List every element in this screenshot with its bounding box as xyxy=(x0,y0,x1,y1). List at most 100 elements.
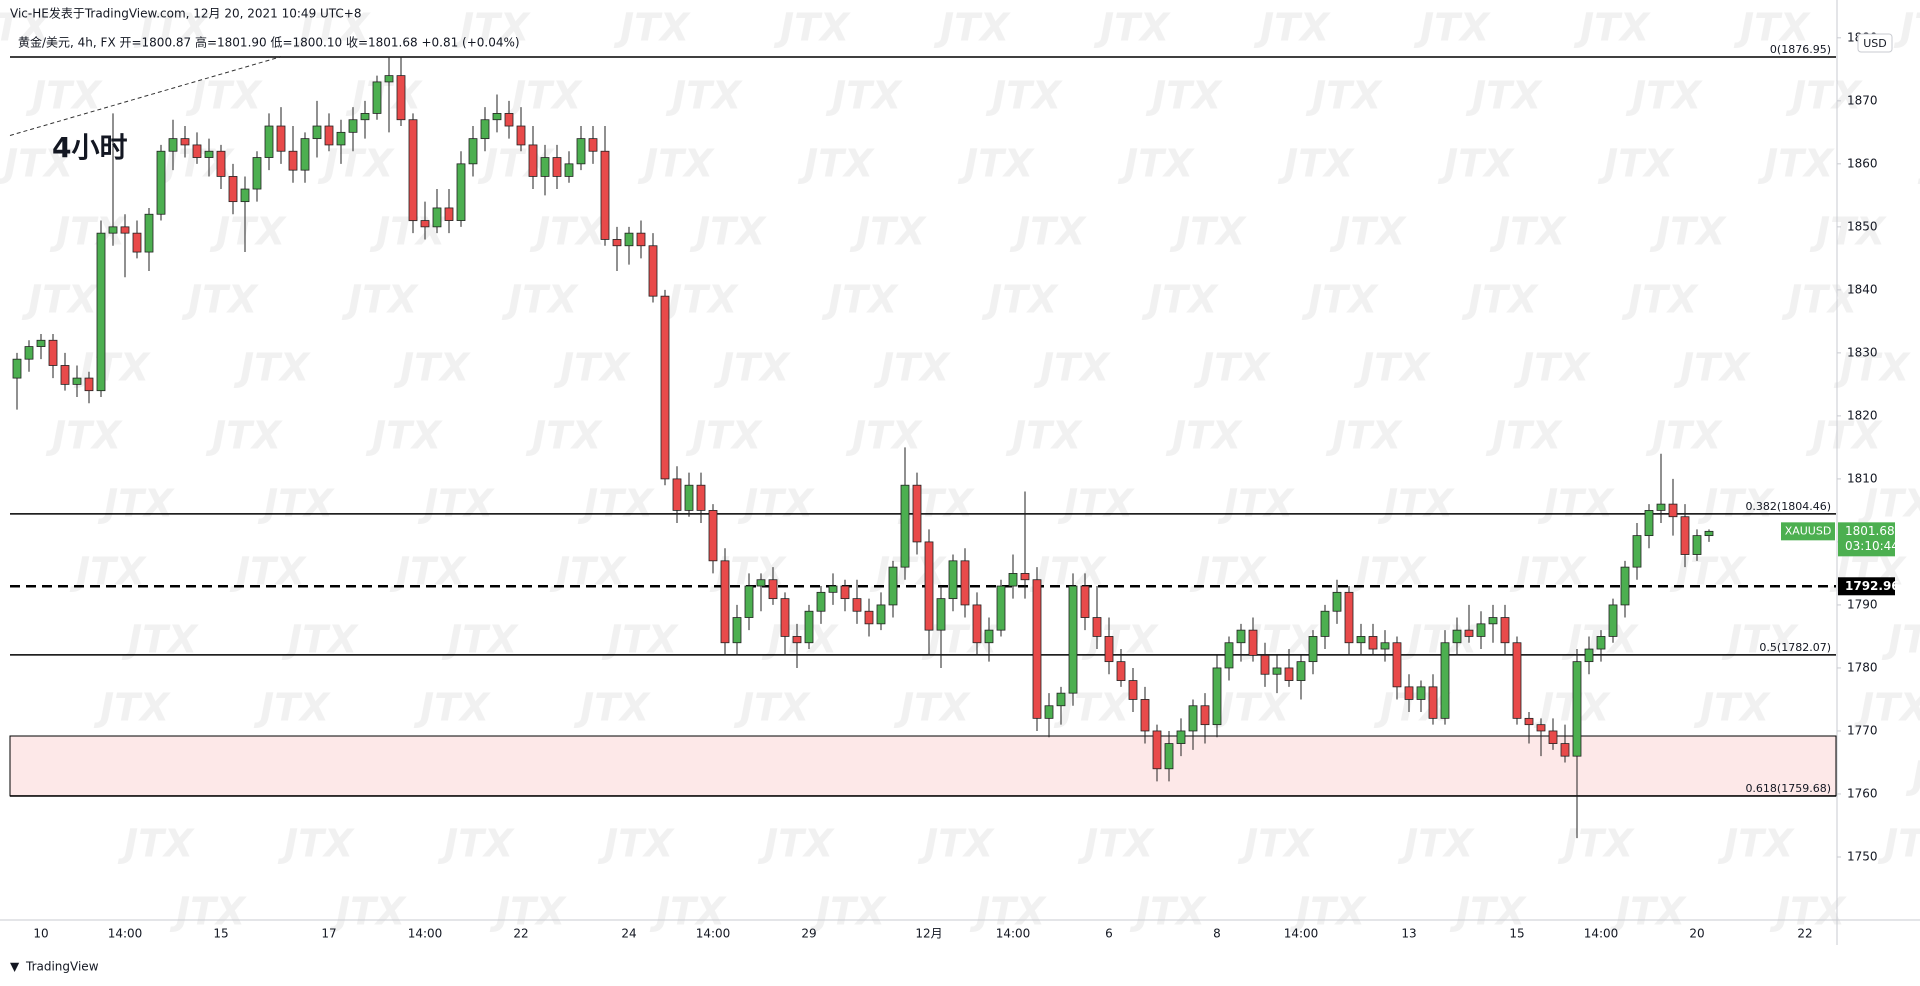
candle-body xyxy=(696,484,706,511)
watermark: JTX xyxy=(489,890,567,934)
candle-body xyxy=(168,138,178,152)
candle-body xyxy=(1236,629,1246,644)
candle-body xyxy=(1452,629,1462,644)
watermark: JTX xyxy=(1461,278,1539,322)
watermark: JTX xyxy=(1277,142,1355,186)
candle-body xyxy=(1296,661,1306,681)
watermark: JTX xyxy=(661,278,739,322)
candle-body xyxy=(1164,743,1174,770)
candle-body xyxy=(1548,730,1558,744)
watermark: JTX xyxy=(1573,6,1651,50)
candle-body xyxy=(1140,699,1150,732)
candle-body xyxy=(648,245,658,297)
x-tick-label: 29 xyxy=(801,927,816,941)
x-tick-label: 6 xyxy=(1105,927,1113,941)
candle-body xyxy=(708,510,718,562)
watermark: JTX xyxy=(917,822,995,866)
y-tick-label: 1830 xyxy=(1847,345,1878,359)
watermark: JTX xyxy=(1413,6,1491,50)
candle-body xyxy=(996,585,1006,631)
candle-body xyxy=(948,560,958,600)
candle-body xyxy=(48,339,58,366)
x-tick-label: 17 xyxy=(321,927,336,941)
x-tick-label: 14:00 xyxy=(408,927,443,941)
watermark: JTX xyxy=(1785,74,1863,118)
candle-body xyxy=(216,150,226,177)
watermark: JTX xyxy=(821,278,899,322)
watermark: JTX xyxy=(957,142,1035,186)
watermark: JTX xyxy=(1437,142,1515,186)
watermark: JTX xyxy=(773,6,851,50)
watermark: JTX xyxy=(169,890,247,934)
y-tick-label: 1840 xyxy=(1847,282,1878,296)
watermark: JTX xyxy=(849,210,927,254)
watermark: JTX xyxy=(733,686,811,730)
candle-body xyxy=(1488,617,1498,625)
watermark: JTX xyxy=(1833,346,1911,390)
watermark: JTX xyxy=(969,890,1047,934)
candle-body xyxy=(1512,642,1522,719)
candle-body xyxy=(1284,667,1294,681)
watermark: JTX xyxy=(501,278,579,322)
currency: USD xyxy=(1863,37,1887,50)
watermark: JTX xyxy=(0,6,51,50)
watermark: JTX xyxy=(1397,822,1475,866)
candle-body xyxy=(312,125,322,140)
candle-body xyxy=(84,377,94,392)
watermark: JTX xyxy=(365,414,443,458)
watermark: JTX xyxy=(1117,142,1195,186)
candle-body xyxy=(1212,667,1222,726)
candle-body xyxy=(1116,661,1126,681)
candle-body xyxy=(432,207,442,228)
candle-body xyxy=(1128,680,1138,700)
y-tick-label: 1790 xyxy=(1847,597,1878,611)
y-tick-label: 1780 xyxy=(1847,660,1878,674)
candle-body xyxy=(180,138,190,146)
watermark: JTX xyxy=(1645,414,1723,458)
currency-badge[interactable] xyxy=(1857,33,1893,53)
watermark: JTX xyxy=(685,414,763,458)
watermark: JTX xyxy=(577,482,655,526)
watermark: JTX xyxy=(1881,618,1920,662)
candle-body xyxy=(1368,636,1378,650)
candle-body xyxy=(1620,566,1630,606)
annotation: 4小时 xyxy=(52,131,127,164)
candle-body xyxy=(72,377,82,385)
watermark: JTX xyxy=(1533,686,1611,730)
candle-body xyxy=(1560,743,1570,757)
watermark: JTX xyxy=(553,346,631,390)
candle-body xyxy=(1344,591,1354,644)
watermark: JTX xyxy=(25,74,103,118)
candle-body xyxy=(516,125,526,146)
watermark: JTX xyxy=(1513,346,1591,390)
trendline xyxy=(9,56,282,136)
watermark: JTX xyxy=(1781,278,1859,322)
candle-body xyxy=(624,232,634,247)
candle-body xyxy=(504,113,514,127)
x-tick-label: 14:00 xyxy=(108,927,143,941)
candle-body xyxy=(144,213,154,253)
y-tick-label: 1750 xyxy=(1847,849,1878,863)
watermark: JTX xyxy=(329,890,407,934)
candle-body xyxy=(1476,623,1486,637)
fib-label: 0.382(1804.46) xyxy=(1745,500,1831,513)
candle-body xyxy=(876,604,886,625)
candle-body xyxy=(660,295,670,480)
watermark: JTX xyxy=(525,414,603,458)
candle-body xyxy=(156,150,166,215)
last-price-symbol: XAUUSD xyxy=(1785,524,1832,537)
watermark: JTX xyxy=(257,482,335,526)
candle-body xyxy=(1416,686,1426,700)
watermark: JTX xyxy=(897,482,975,526)
candle-body xyxy=(1224,642,1234,669)
candle-body xyxy=(1644,510,1654,537)
candle-body xyxy=(1176,730,1186,744)
candle-body xyxy=(468,138,478,165)
watermark: JTX xyxy=(45,414,123,458)
x-tick-label: 10 xyxy=(33,927,48,941)
x-tick-label: 14:00 xyxy=(1284,927,1319,941)
candle-body xyxy=(1392,642,1402,688)
watermark: JTX xyxy=(1717,822,1795,866)
watermark: JTX xyxy=(1809,210,1887,254)
